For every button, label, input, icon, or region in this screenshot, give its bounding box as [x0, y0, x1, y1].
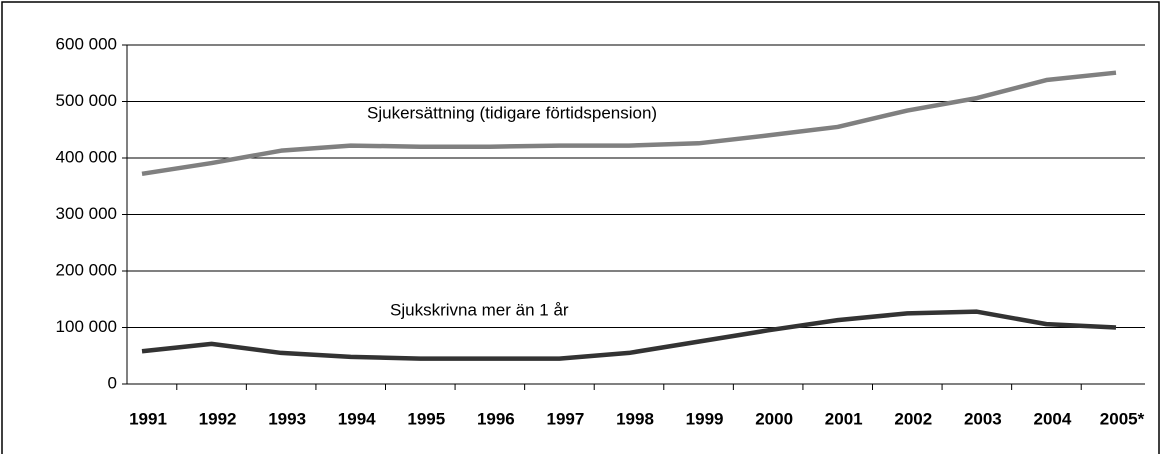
y-tick-label: 600 000: [56, 34, 117, 53]
x-tick-label: 1993: [268, 409, 306, 428]
x-tick-label: 1999: [686, 409, 724, 428]
x-tick-label: 2003: [964, 409, 1002, 428]
y-tick-label: 200 000: [56, 260, 117, 279]
x-tick-label: 1994: [338, 409, 376, 428]
x-tick-label: 1997: [547, 409, 585, 428]
series-line: [141, 309, 1117, 361]
series-label: Sjukersättning (tidigare förtidspension): [367, 103, 657, 122]
x-tick-label: 2000: [755, 409, 793, 428]
x-tick-label: 2004: [1034, 409, 1072, 428]
y-tick-label: 0: [108, 373, 117, 392]
x-tick-label: 1995: [407, 409, 445, 428]
x-tick-label: 1991: [129, 409, 167, 428]
y-tick-label: 100 000: [56, 317, 117, 336]
x-tick-label: 1992: [199, 409, 237, 428]
x-tick-label: 1996: [477, 409, 515, 428]
series-label: Sjukskrivna mer än 1 år: [390, 300, 569, 319]
y-tick-label: 500 000: [56, 91, 117, 110]
series-line: [141, 70, 1117, 177]
x-tick-label: 2002: [894, 409, 932, 428]
x-tick-label: 2005*: [1100, 409, 1145, 428]
y-tick-label: 300 000: [56, 204, 117, 223]
x-tick-label: 1998: [616, 409, 654, 428]
x-tick-label: 2001: [825, 409, 863, 428]
y-tick-label: 400 000: [56, 147, 117, 166]
